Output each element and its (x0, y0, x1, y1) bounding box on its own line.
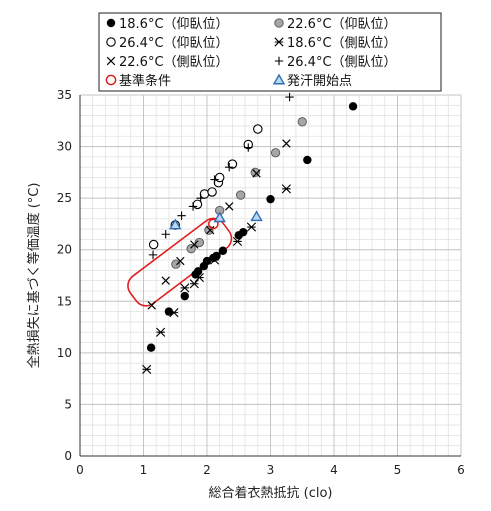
data-point-asterisk (156, 327, 166, 337)
data-point-asterisk (142, 364, 152, 374)
data-point-open-circle (227, 159, 238, 169)
y-tick-label: 30 (57, 140, 72, 154)
data-point-asterisk (194, 272, 204, 283)
legend-label: 26.4°C（側臥位） (287, 55, 397, 70)
legend: 18.6°C（仰臥位） 22.6°C（仰臥位） 26.4°C（仰臥位） 18.6°C（… (98, 12, 442, 92)
data-point-plus (225, 163, 234, 172)
x-tick-label: 2 (203, 463, 211, 477)
data-point-filled-circle (238, 227, 248, 237)
data-point-filled-circle (202, 256, 212, 266)
data-point-plus (285, 92, 294, 102)
y-tick-label: 10 (57, 346, 72, 360)
axes: 0 1 2 3 4 5 6 0 5 10 15 20 25 30 35 総合着衣熱抵抗 (clo) 全熱損失に基… (26, 88, 465, 501)
data-point-asterisk (169, 308, 179, 318)
data-point-filled-circle (146, 343, 156, 352)
legend-marker (106, 56, 116, 66)
data-point-asterisk (246, 222, 257, 232)
data-point-open-circle (214, 172, 225, 183)
data-point-filled-circle (266, 194, 275, 204)
x-tick-label: 6 (457, 463, 465, 477)
x-tick-label: 5 (394, 463, 402, 477)
data-point-plus (196, 193, 205, 203)
data-point-asterisk (281, 184, 291, 194)
data-point-filled-circle (218, 246, 228, 255)
data-point-open-circle (199, 189, 210, 199)
legend-marker (106, 37, 116, 47)
data-point-gray-circle (204, 225, 214, 235)
data-point-x (176, 256, 185, 266)
data-point-blue-triangle (250, 210, 263, 222)
legend-marker (274, 56, 284, 66)
y-tick-label: 0 (64, 449, 72, 463)
y-tick-label: 25 (57, 191, 72, 205)
data-point-x (282, 139, 291, 148)
legend-label: 基準条件 (119, 73, 171, 89)
data-point-open-circle (148, 239, 159, 250)
legend-label: 26.4°C（仰臥位） (119, 36, 229, 51)
data-point-gray-circle (236, 190, 246, 200)
y-tick-label: 5 (64, 397, 72, 411)
grid (79, 94, 462, 457)
data-point-plus (210, 175, 219, 184)
legend-label: 18.6°C（側臥位） (287, 36, 397, 51)
data-point-asterisk (189, 279, 199, 289)
data-point-filled-circle (180, 291, 189, 301)
legend-label: 22.6°C（仰臥位） (287, 17, 397, 32)
data-point-red-circle (208, 218, 219, 230)
data-point-open-circle (253, 124, 263, 134)
data-point-plus (188, 202, 198, 211)
data-point-gray-circle (297, 117, 307, 127)
y-tick-label: 20 (57, 243, 72, 257)
y-tick-label: 35 (57, 88, 72, 102)
data-point-filled-circle (348, 102, 358, 111)
data-point-filled-circle (212, 251, 221, 261)
y-tick-label: 15 (57, 294, 72, 308)
legend-marker (106, 18, 116, 28)
data-point-plus (244, 143, 253, 152)
legend-label: 発汗開始点 (287, 74, 352, 89)
data-point-blue-triangle (169, 218, 182, 230)
data-point-plus (161, 230, 170, 239)
legend-marker (105, 74, 117, 86)
data-point-x (147, 301, 156, 310)
data-point-plus (148, 250, 158, 260)
data-point-asterisk (180, 283, 190, 293)
x-axis-label: 総合着衣熱抵抗 (clo) (209, 485, 333, 501)
legend-marker (274, 37, 284, 47)
data-point-x (190, 240, 199, 249)
red-outline-annotation (127, 217, 233, 307)
data-point-x (205, 225, 215, 235)
legend-label: 18.6°C（仰臥位） (119, 17, 229, 32)
legend-marker (272, 73, 286, 85)
data-point-open-circle (207, 187, 217, 197)
data-point-filled-circle (303, 155, 312, 165)
data-point-asterisk (232, 236, 243, 247)
data-point-blue-triangle (213, 211, 226, 223)
x-tick-label: 0 (76, 463, 84, 477)
data-point-x (252, 169, 261, 178)
red-outline-annotation-shape (127, 217, 233, 307)
x-tick-label: 1 (140, 463, 148, 477)
data-point-x (161, 276, 170, 285)
legend-box (98, 12, 442, 92)
x-tick-label: 3 (267, 463, 275, 477)
data-points (142, 92, 358, 374)
data-point-plus (177, 211, 186, 220)
data-point-gray-circle (270, 148, 281, 158)
data-point-asterisk (210, 255, 220, 265)
data-point-gray-circle (171, 259, 181, 269)
y-axis-label: 全熱損失に基づく等価温度 (°C) (26, 183, 42, 369)
data-point-gray-circle (194, 237, 205, 248)
data-point-gray-circle (186, 244, 196, 254)
legend-label: 22.6°C（側臥位） (119, 55, 229, 70)
x-tick-label: 4 (330, 463, 338, 477)
data-point-x (225, 202, 234, 211)
legend-marker (274, 18, 284, 28)
